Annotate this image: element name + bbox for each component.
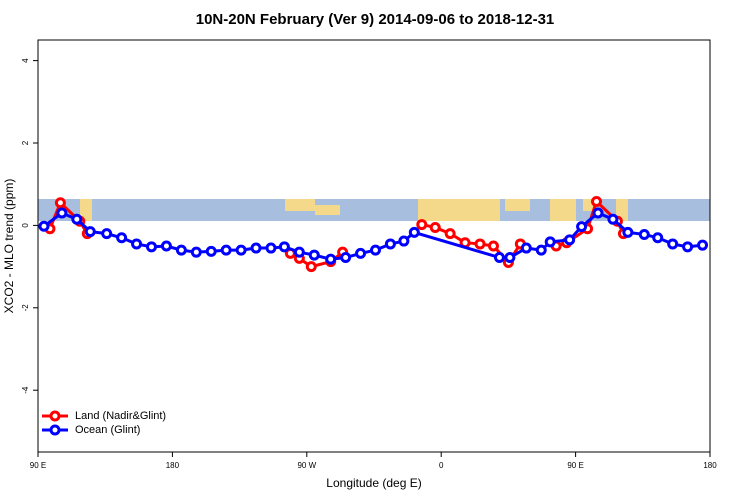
data-point <box>54 197 66 209</box>
data-point <box>520 242 532 254</box>
data-point <box>652 232 664 244</box>
data-point <box>71 213 83 225</box>
x-tick-label: 180 <box>703 461 717 470</box>
x-tick-label: 90 E <box>567 461 583 470</box>
data-point <box>116 232 128 244</box>
data-point <box>591 196 603 208</box>
data-point <box>576 221 588 233</box>
plot-frame <box>37 39 711 453</box>
legend-marker <box>49 410 61 422</box>
data-point <box>305 261 317 273</box>
data-point <box>384 238 396 250</box>
data-point <box>308 249 320 261</box>
data-point <box>84 226 96 238</box>
y-tick-label: -4 <box>21 386 30 394</box>
data-point <box>474 238 486 250</box>
data-point <box>444 228 456 240</box>
data-point <box>429 221 441 233</box>
data-point <box>235 244 247 256</box>
y-tick-label: 4 <box>21 58 30 63</box>
data-point <box>592 207 604 219</box>
data-point <box>293 246 305 258</box>
y-axis-label: XCO2 - MLO trend (ppm) <box>2 179 16 314</box>
legend-label: Ocean (Glint) <box>75 424 140 436</box>
y-tick-label: 0 <box>21 223 30 228</box>
x-axis-label: Longitude (deg E) <box>326 476 421 490</box>
data-point <box>340 252 352 264</box>
data-point <box>416 219 428 231</box>
data-point <box>250 242 262 254</box>
data-point <box>408 226 420 238</box>
data-point <box>56 207 68 219</box>
data-point <box>101 228 113 240</box>
data-point <box>369 244 381 256</box>
chart-title: 10N-20N February (Ver 9) 2014-09-06 to 2… <box>196 11 555 28</box>
data-point <box>190 246 202 258</box>
data-point <box>682 241 694 253</box>
data-point <box>38 220 50 232</box>
data-point <box>487 240 499 252</box>
legend-label: Land (Nadir&Glint) <box>75 410 166 422</box>
data-point <box>220 244 232 256</box>
map-strip <box>38 199 710 221</box>
y-tick-label: -2 <box>21 304 30 312</box>
data-point <box>504 252 516 264</box>
data-point <box>493 252 505 264</box>
data-point <box>175 244 187 256</box>
x-tick-label: 180 <box>166 461 180 470</box>
data-point <box>564 234 576 246</box>
data-point <box>697 239 709 251</box>
x-tick-label: 90 W <box>297 461 316 470</box>
data-point <box>398 235 410 247</box>
data-point <box>638 228 650 240</box>
x-tick-label: 0 <box>439 461 444 470</box>
data-point <box>160 240 172 252</box>
data-point <box>145 241 157 253</box>
y-tick-label: 2 <box>21 140 30 145</box>
data-point <box>131 238 143 250</box>
data-point <box>265 242 277 254</box>
data-point <box>622 226 634 238</box>
data-point <box>544 236 556 248</box>
data-point <box>535 244 547 256</box>
data-point <box>205 245 217 257</box>
legend-marker <box>49 424 61 436</box>
data-point <box>325 253 337 265</box>
data-point <box>355 247 367 259</box>
data-point <box>278 241 290 253</box>
x-tick-label: 90 E <box>30 461 46 470</box>
data-point <box>607 213 619 225</box>
data-point <box>667 238 679 250</box>
